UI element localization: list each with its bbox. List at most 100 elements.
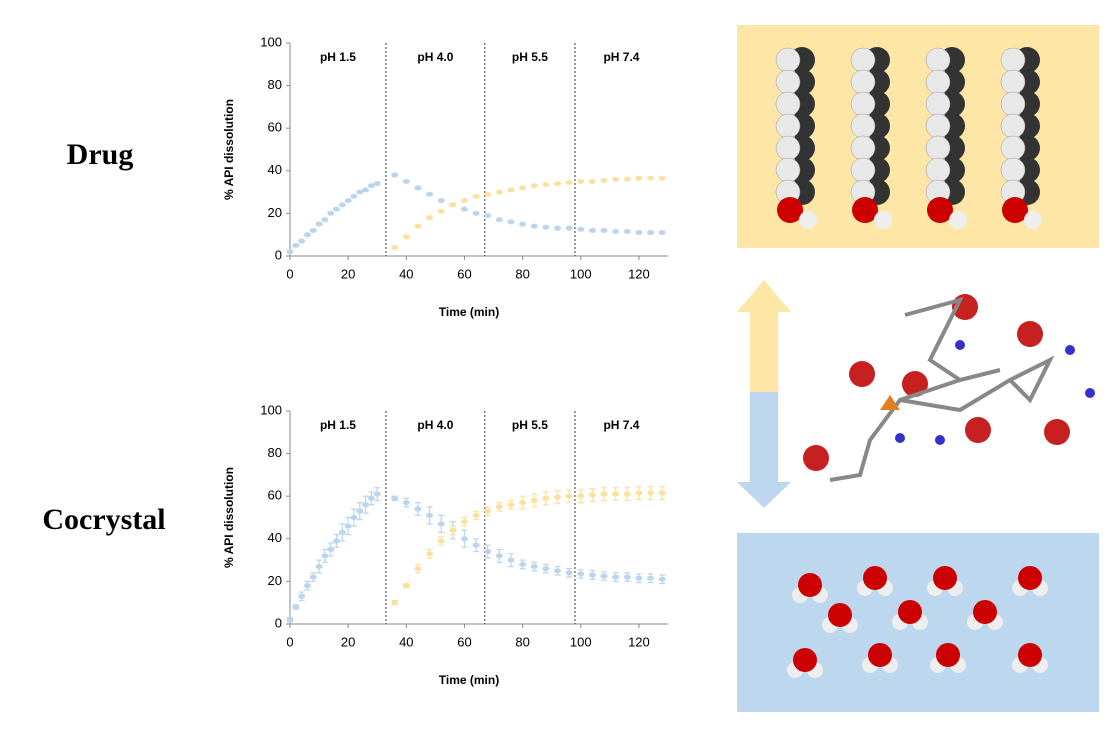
data-point	[612, 229, 620, 235]
data-point	[565, 493, 573, 499]
data-point	[577, 178, 585, 184]
y-tick-label: 0	[275, 615, 282, 630]
data-point	[460, 198, 468, 204]
data-point	[542, 566, 550, 572]
data-point	[460, 536, 468, 542]
molecules	[775, 47, 1095, 678]
data-point	[507, 557, 515, 563]
phase-label: pH 5.5	[512, 50, 548, 64]
atom	[777, 197, 803, 223]
y-axis-label: % API dissolution	[222, 467, 236, 568]
atom	[850, 157, 876, 183]
y-axis-label: % API dissolution	[222, 99, 236, 200]
data-point	[530, 223, 538, 229]
data-point	[286, 249, 294, 255]
atom	[799, 211, 817, 229]
data-point	[449, 527, 457, 533]
panel-label: Drug	[67, 138, 134, 171]
data-point	[519, 500, 527, 506]
atom	[895, 433, 905, 443]
data-point	[338, 529, 346, 535]
y-tick-label: 60	[268, 488, 282, 503]
data-point	[472, 210, 480, 216]
data-point	[472, 512, 480, 518]
data-point	[542, 224, 550, 230]
phase-label: pH 1.5	[320, 418, 356, 432]
x-tick-label: 20	[341, 266, 355, 281]
data-point	[327, 546, 335, 552]
data-point	[658, 490, 666, 496]
data-point	[647, 175, 655, 181]
data-point	[391, 495, 399, 501]
data-point	[321, 217, 329, 223]
data-point	[484, 508, 492, 514]
data-point	[507, 219, 515, 225]
data-point	[577, 493, 585, 499]
atom	[949, 211, 967, 229]
bond	[880, 395, 900, 410]
y-tick-label: 0	[275, 247, 282, 262]
data-point	[507, 187, 515, 193]
atom	[775, 113, 801, 139]
x-tick-label: 40	[399, 634, 413, 649]
x-tick-label: 80	[515, 634, 529, 649]
data-point	[391, 600, 399, 606]
data-point	[362, 187, 370, 193]
data-point	[554, 568, 562, 574]
x-axis-label: Time (min)	[439, 673, 499, 687]
y-tick-label: 100	[260, 34, 282, 49]
atom	[1000, 47, 1026, 73]
data-point	[647, 230, 655, 236]
data-point	[286, 617, 294, 623]
data-point	[554, 181, 562, 187]
data-point	[362, 502, 370, 508]
data-point	[298, 593, 306, 599]
x-tick-label: 80	[515, 266, 529, 281]
atom	[1065, 345, 1075, 355]
data-point	[356, 508, 364, 514]
data-point	[484, 213, 492, 219]
x-axis-label: Time (min)	[439, 305, 499, 319]
phase-label: pH 1.5	[320, 50, 356, 64]
atom	[775, 91, 801, 117]
atom	[775, 157, 801, 183]
data-point	[414, 566, 422, 572]
data-point	[327, 210, 335, 216]
atom	[955, 340, 965, 350]
data-point	[298, 238, 306, 244]
data-point	[333, 538, 341, 544]
x-tick-label: 100	[570, 266, 592, 281]
atom	[925, 91, 951, 117]
x-tick-label: 60	[457, 266, 471, 281]
data-point	[338, 202, 346, 208]
atom	[1044, 419, 1070, 445]
atom	[850, 113, 876, 139]
data-point	[437, 521, 445, 527]
atom	[1018, 643, 1042, 667]
arrow-up	[737, 280, 791, 392]
data-point	[472, 542, 480, 548]
x-tick-label: 40	[399, 266, 413, 281]
data-point	[449, 202, 457, 208]
data-point	[600, 573, 608, 579]
data-point	[623, 491, 631, 497]
data-point	[495, 217, 503, 223]
data-point	[612, 491, 620, 497]
data-point	[344, 523, 352, 529]
data-point	[344, 198, 352, 204]
atom	[798, 573, 822, 597]
atom	[868, 643, 892, 667]
data-point	[460, 519, 468, 525]
data-point	[367, 495, 375, 501]
data-point	[391, 244, 399, 250]
data-point	[600, 491, 608, 497]
data-point	[565, 180, 573, 186]
data-point	[623, 229, 631, 235]
data-point	[495, 553, 503, 559]
data-point	[554, 494, 562, 500]
atom	[925, 113, 951, 139]
y-tick-label: 20	[268, 573, 282, 588]
data-point	[519, 185, 527, 191]
atom	[1000, 91, 1026, 117]
data-point	[402, 500, 410, 506]
